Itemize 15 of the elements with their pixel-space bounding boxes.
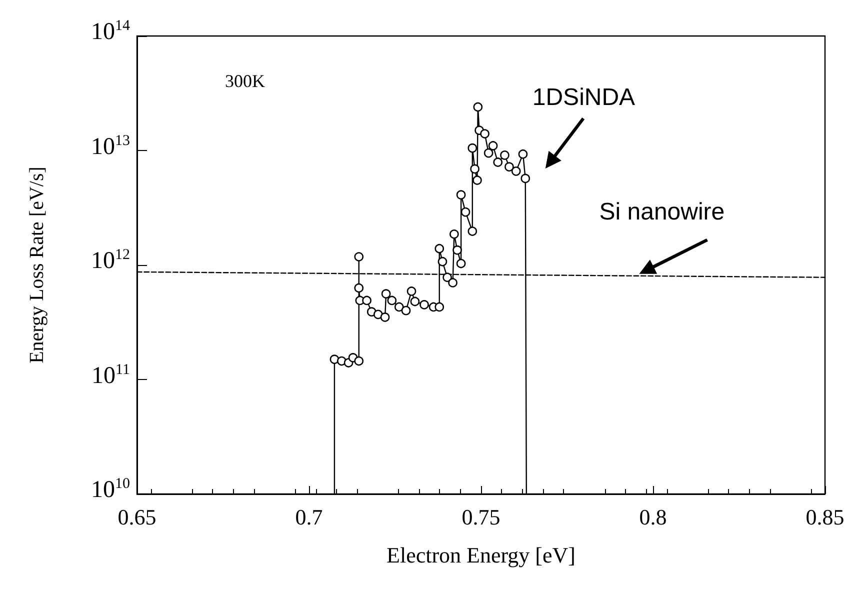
x-tick-label: 0.8 [639,504,667,530]
x-tick-label: 0.7 [295,504,323,530]
y-axis-title: Energy Loss Rate [eV/s] [26,166,48,364]
x-tick-label: 0.75 [462,504,500,530]
annotation: 300K [225,71,265,91]
text: Si nanowire [599,198,725,226]
x-tick-label: 0.65 [118,504,156,530]
x-tick-label: 0.85 [806,504,844,530]
y-tick-label: 10$^{14}$ [91,18,130,45]
series-label: 1DSiNDA [532,84,636,111]
y-tick-label: 10$^{12}$ [91,247,130,274]
y-tick-label: 10$^{13}$ [91,132,130,160]
y-tick-label: 10$^{10}$ [91,476,130,503]
x-axis-title: Electron Energy [eV] [386,542,576,568]
y-tick-label: 10$^{11}$ [92,362,130,388]
